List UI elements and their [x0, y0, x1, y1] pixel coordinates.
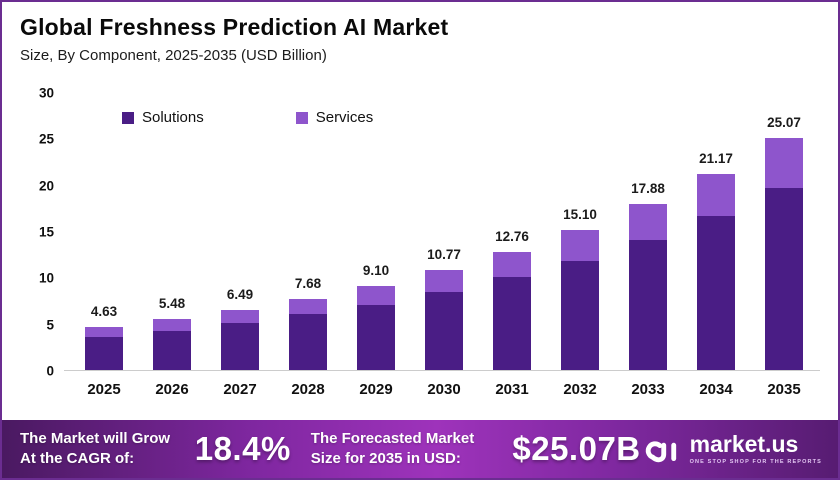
bar-2035: 25.07 2035 — [765, 92, 803, 398]
bar-segment-solutions — [221, 323, 259, 370]
legend-swatch-solutions — [122, 111, 134, 124]
bar-segment-solutions — [561, 260, 599, 370]
x-axis-label: 2027 — [223, 381, 257, 398]
bar-2033: 17.88 2033 — [629, 92, 667, 398]
bar-2025: 4.63 2025 — [85, 92, 123, 398]
bar-segment-services — [629, 204, 667, 240]
bar-segment-solutions — [289, 314, 327, 370]
y-tick-label: 25 — [38, 131, 54, 147]
bar-2029: 9.10 2029 — [357, 92, 395, 398]
bar-value-label: 17.88 — [631, 181, 665, 197]
bar-2030: 10.77 2030 — [425, 92, 463, 398]
forecast-label: The Forecasted Market Size for 2035 in U… — [311, 429, 483, 469]
bar-2028: 7.68 2028 — [289, 92, 327, 398]
x-axis-label: 2033 — [631, 381, 665, 398]
bar-value-label: 4.63 — [90, 304, 118, 320]
bar-value-label: 12.76 — [495, 228, 529, 244]
bar-2027: 6.49 2027 — [221, 92, 259, 398]
bar-segment-solutions — [85, 336, 123, 370]
bar-value-label: 25.07 — [767, 114, 801, 130]
forecast-label-line2: Size for 2035 in USD: — [310, 450, 461, 467]
bar-segment-services — [85, 327, 123, 337]
bar-segment-solutions — [697, 215, 735, 370]
legend-swatch-services — [295, 111, 308, 124]
bar-segment-services — [289, 298, 327, 315]
market-us-logo: market.us ONE STOP SHOP FOR THE REPORTS — [641, 433, 826, 466]
page-title: Global Freshness Prediction AI Market — [20, 14, 449, 40]
bar-2031: 12.76 2031 — [493, 92, 531, 398]
y-tick-label: 30 — [38, 85, 54, 101]
bar-segment-solutions — [765, 188, 803, 370]
bar-segment-solutions — [425, 292, 463, 370]
bar-value-label: 10.77 — [427, 247, 461, 263]
x-axis-label: 2025 — [87, 381, 121, 398]
chart-plot-area: 0 5 10 15 20 25 30 Solutions Services 4.63 2025 5… — [39, 86, 820, 398]
bar-segment-solutions — [153, 331, 191, 370]
bar-segment-services — [153, 319, 191, 332]
bar-segment-solutions — [493, 277, 531, 370]
bar-segment-services — [425, 270, 463, 293]
cagr-value: 18.4% — [194, 430, 291, 467]
y-tick-label: 10 — [38, 270, 54, 286]
x-axis-label: 2028 — [291, 381, 325, 398]
market-us-logo-icon — [645, 440, 676, 462]
brand-text-block: market.us ONE STOP SHOP FOR THE REPORTS — [689, 431, 822, 466]
bar-value-label: 6.49 — [226, 286, 254, 302]
bar-segment-services — [357, 285, 395, 305]
bar-value-label: 7.68 — [294, 275, 322, 291]
bar-value-label: 15.10 — [563, 207, 597, 223]
chart-subtitle: Size, By Component, 2025-2035 (USD Billi… — [20, 47, 327, 64]
cagr-label: The Market will Grow At the CAGR of: — [20, 429, 181, 469]
bar-segment-services — [697, 173, 735, 216]
x-axis-label: 2026 — [155, 381, 189, 398]
brand-name: market.us — [689, 431, 799, 457]
bar-2032: 15.10 2032 — [561, 92, 599, 398]
y-tick-label: 5 — [46, 317, 54, 333]
brand-tagline: ONE STOP SHOP FOR THE REPORTS — [689, 459, 822, 465]
x-axis-label: 2032 — [563, 381, 597, 398]
bar-segment-services — [765, 137, 803, 189]
legend-item-solutions: Solutions — [122, 109, 204, 126]
x-axis-label: 2031 — [495, 381, 529, 398]
bar-segment-services — [493, 251, 531, 278]
cagr-label-line1: The Market will Grow — [20, 430, 171, 448]
legend-item-services: Services — [295, 109, 374, 126]
x-axis-label: 2029 — [359, 381, 393, 398]
y-tick-label: 0 — [46, 363, 54, 379]
bar-2026: 5.48 2026 — [153, 92, 191, 398]
bar-segment-solutions — [629, 239, 667, 370]
legend-label: Solutions — [142, 109, 204, 126]
x-axis-label: 2034 — [699, 381, 733, 398]
cagr-label-line2: At the CAGR of: — [20, 450, 135, 467]
legend-label: Services — [315, 109, 374, 126]
bar-segment-services — [561, 230, 599, 261]
footer-banner: The Market will Grow At the CAGR of: 18.… — [2, 420, 838, 478]
forecast-value: $25.07B — [512, 430, 641, 467]
bar-segment-services — [221, 309, 259, 324]
forecast-label-line1: The Forecasted Market — [310, 430, 475, 448]
y-axis: 0 5 10 15 20 25 30 — [39, 86, 820, 379]
x-axis-label: 2030 — [427, 381, 461, 398]
bar-segment-solutions — [357, 304, 395, 370]
bar-2034: 21.17 2034 — [697, 92, 735, 398]
y-tick-label: 20 — [38, 178, 54, 194]
bar-value-label: 5.48 — [158, 296, 186, 312]
bar-value-label: 9.10 — [362, 262, 390, 278]
y-tick-label: 15 — [38, 224, 54, 240]
bar-value-label: 21.17 — [699, 150, 733, 166]
x-axis-label: 2035 — [767, 381, 801, 398]
chart-legend: Solutions Services — [122, 109, 373, 126]
chart-header: Global Freshness Prediction AI Market Si… — [20, 14, 448, 64]
